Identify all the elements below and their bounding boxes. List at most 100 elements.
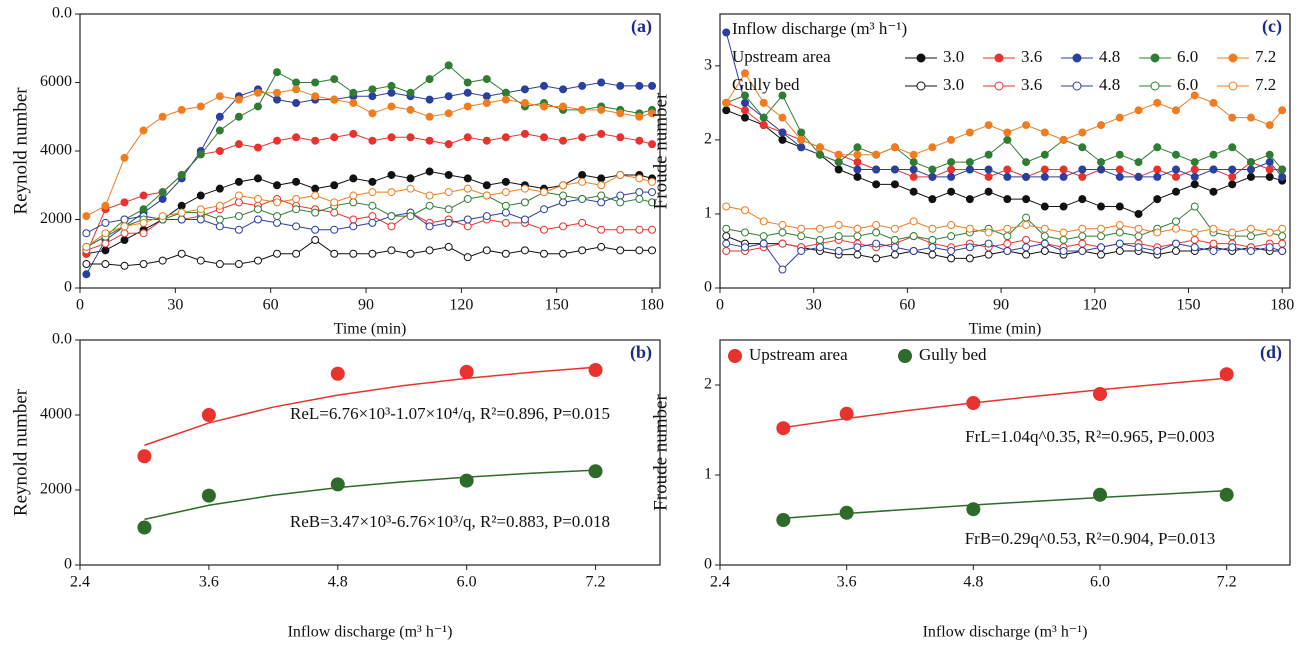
data-point [778,128,787,137]
data-point [722,239,731,248]
legend-group: Upstream area [732,47,831,66]
data-point [778,135,787,144]
y-tick-label: 0 [64,279,72,296]
data-point [1022,250,1031,259]
data-point [82,270,91,279]
data-point [1246,232,1255,241]
data-point [947,165,956,174]
data-point [330,75,339,84]
data-point [1172,217,1180,226]
data-point [648,177,657,186]
series-line [86,174,653,248]
data-point [292,177,301,186]
data-point [1246,158,1255,167]
data-point [196,191,205,200]
data-point [776,421,791,436]
data-point [947,158,956,167]
data-point [82,229,91,238]
data-point [1097,232,1106,241]
data-point [1265,121,1274,130]
data-point [253,102,262,111]
plot-frame [79,339,661,566]
data-point [1003,232,1012,241]
data-point [311,225,320,234]
data-point [984,239,993,248]
data-point [177,208,186,217]
data-point [1059,202,1068,211]
data-point [559,181,568,190]
x-tick-label: 30 [167,297,183,314]
data-point [909,246,918,255]
data-point [1097,243,1106,252]
data-point [928,224,937,233]
legend-label: 3.0 [943,47,964,66]
legend-label: Upstream area [749,345,848,364]
data-point [158,188,167,197]
x-tick-label: 60 [899,297,915,314]
data-point [349,198,358,207]
data-point [444,140,453,149]
data-point [1219,487,1234,502]
data-point [368,249,377,258]
data-point [928,250,937,259]
data-point [778,239,787,248]
data-point [234,140,243,149]
data-point [578,218,587,227]
y-tick-label: 4000 [40,142,72,159]
data-point [120,229,129,238]
data-point [947,246,956,255]
data-point [120,222,129,231]
data-point [635,188,644,197]
data-point [368,218,377,227]
data-point [1153,246,1162,255]
data-point [1078,172,1087,181]
data-point [984,165,993,174]
data-point [215,201,224,210]
data-point [444,188,453,197]
data-point [1022,221,1031,230]
series-line [726,243,1283,271]
data-point [1115,113,1124,122]
data-point [648,140,657,149]
data-point [635,112,644,121]
data-point [482,99,491,108]
data-point [815,143,824,152]
data-point [890,250,899,259]
data-point [349,88,358,97]
data-point [501,88,510,97]
data-point [349,99,358,108]
data-point [234,260,243,269]
data-point [1059,165,1068,174]
data-point [349,222,358,231]
data-point [578,194,587,203]
data-point [648,109,657,118]
data-point [648,225,657,234]
data-point [947,232,956,241]
data-point [177,201,186,210]
data-point [1265,165,1274,174]
data-point [330,225,339,234]
data-point [120,261,129,270]
data-point [201,408,216,422]
data-point [909,172,918,181]
data-point [947,172,956,181]
data-point [1078,246,1087,255]
data-point [520,246,529,255]
x-tick-label: 180 [640,297,664,314]
legend-title: Inflow discharge (m³ h⁻¹) [732,19,907,38]
data-point [139,205,148,214]
data-point [520,215,529,224]
data-point [292,249,301,258]
data-point [1003,246,1012,255]
data-point [368,85,377,94]
data-point [101,229,110,238]
data-point [540,225,548,234]
data-point [387,81,396,90]
data-point [330,208,339,217]
data-point [540,188,548,197]
data-point [1134,172,1143,181]
data-point [520,129,529,138]
data-point [540,133,548,142]
data-point [1278,224,1287,233]
x-tick-label: 6.0 [457,574,477,591]
